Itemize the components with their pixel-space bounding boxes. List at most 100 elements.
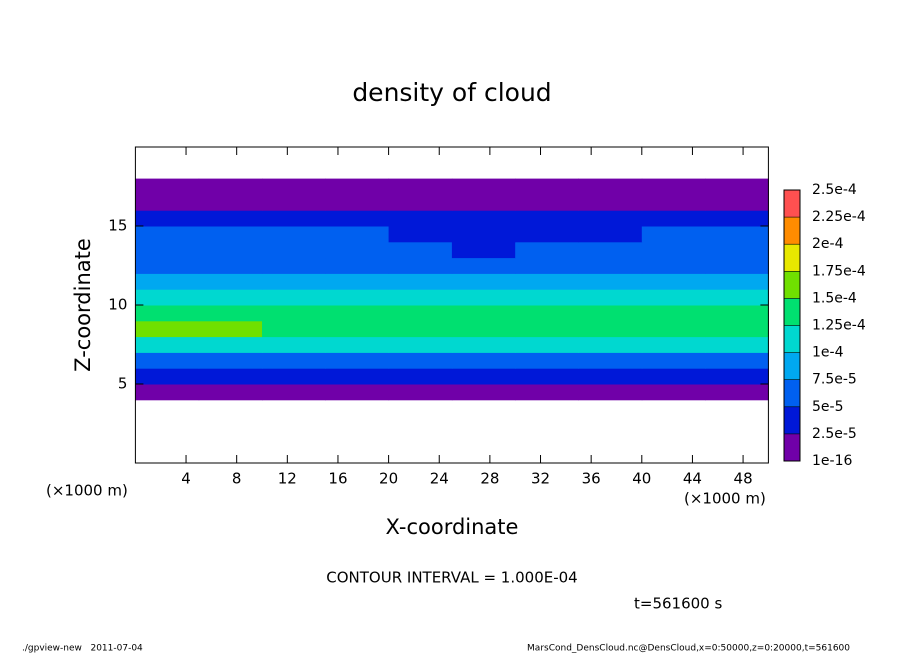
colorbar-label: 5e-5 [812,399,843,415]
cell [451,210,516,227]
cell [705,210,769,227]
cell [325,210,390,227]
cell [198,352,263,369]
cell [641,336,706,353]
cell [515,368,579,385]
cell [451,273,516,290]
cell [262,352,326,369]
cell [641,320,706,338]
cell [515,384,579,401]
colorbar-label: 2.5e-4 [812,182,857,198]
colorbar-label: 2.5e-5 [812,426,857,442]
cell [198,289,263,306]
cell [515,178,579,195]
cell [198,194,263,211]
cell [578,241,643,259]
y-tick-label: 15 [108,217,127,235]
cell [388,289,453,306]
colorbar-swatch [784,217,800,245]
cell [325,289,390,306]
cell [262,305,326,322]
colorbar-swatch [784,271,800,299]
cell [578,384,643,401]
cell [325,336,390,353]
x-tick-label: 24 [430,470,449,488]
x-unit: (×1000 m) [46,482,128,500]
cell [641,368,706,385]
cell [578,336,643,353]
cell [641,194,706,211]
cell [578,273,643,290]
cell [262,178,326,195]
cell [451,241,516,259]
cell [325,257,390,274]
cell [451,305,516,322]
cell [641,305,706,322]
cell [262,273,326,290]
cell [198,320,263,338]
cell [198,336,263,353]
x-tick-label: 40 [632,470,651,488]
x-tick-label: 20 [379,470,398,488]
cell [705,320,769,338]
cell [451,289,516,306]
cell [578,352,643,369]
x-tick-label: 28 [480,470,499,488]
colorbar-swatch [784,190,800,218]
cell [325,384,390,401]
y-axis-label: Z-coordinate [71,238,95,372]
chart-title: density of cloud [352,78,551,107]
cell [705,368,769,385]
colorbar-swatch [784,352,800,380]
cell [705,241,769,259]
cell [451,352,516,369]
cell [198,210,263,227]
cell [325,226,390,243]
cell [515,194,579,211]
cell [705,352,769,369]
colorbar-swatch [784,298,800,326]
cell [388,368,453,385]
x-tick-label: 12 [278,470,297,488]
cell [198,384,263,401]
y-tick-label: 5 [118,375,128,393]
cell [135,352,200,369]
cell [388,305,453,322]
cell [578,257,643,274]
cell [198,241,263,259]
cell [515,305,579,322]
cell [135,194,200,211]
x-axis-label: X-coordinate [386,515,519,539]
cell [135,178,200,195]
cell [641,257,706,274]
cell [325,273,390,290]
cell [325,194,390,211]
cell [641,226,706,243]
cell [388,210,453,227]
x-unit: (×1000 m) [684,490,766,508]
cell [262,336,326,353]
cell [198,273,263,290]
x-tick-label: 4 [181,470,191,488]
cell [135,384,200,401]
cell [135,241,200,259]
cell [578,368,643,385]
cell [135,305,200,322]
cell [135,210,200,227]
cell [388,241,453,259]
cell [515,257,579,274]
cell [388,384,453,401]
colorbar-frame [783,189,801,462]
cell [515,320,579,338]
cell [515,352,579,369]
cell [262,226,326,243]
y-tick-label: 10 [108,296,127,314]
x-tick-label: 8 [232,470,242,488]
cell [641,352,706,369]
cell [388,320,453,338]
cell [388,273,453,290]
cell [451,320,516,338]
cell [578,178,643,195]
x-tick-label: 32 [531,470,550,488]
cell [705,194,769,211]
